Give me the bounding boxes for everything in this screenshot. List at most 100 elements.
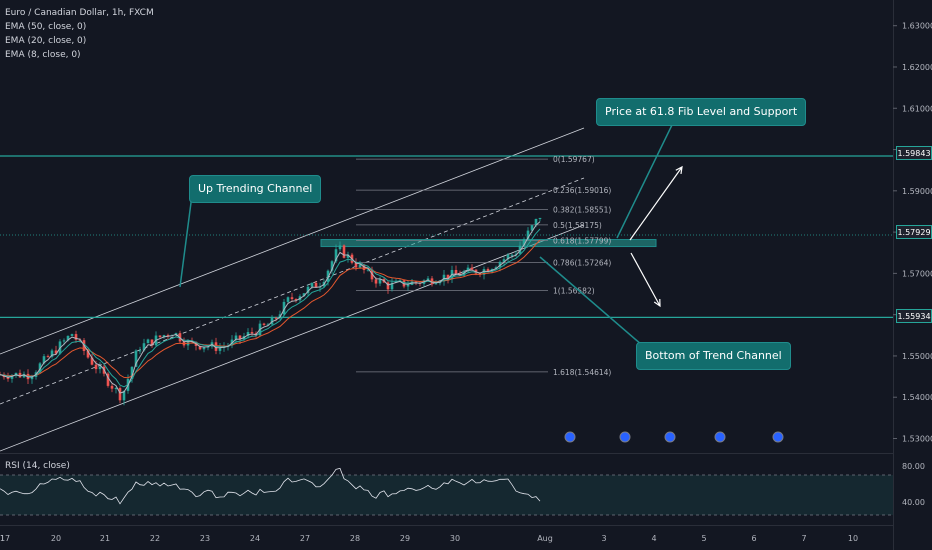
candle-body	[94, 364, 98, 370]
callout-up-trending-channel[interactable]: Up Trending Channel	[189, 175, 322, 203]
x-tick-label: 29	[400, 534, 410, 543]
rsi-band	[0, 475, 893, 515]
candle-body	[250, 332, 254, 334]
callout-channel-pointer	[179, 194, 193, 288]
candle-body	[426, 278, 430, 281]
candle-body	[6, 377, 10, 379]
fib-level-label: 0.382(1.58551)	[553, 205, 611, 214]
candle-body	[386, 282, 390, 290]
candle-body	[366, 269, 370, 271]
candle-body	[294, 299, 298, 301]
candle-body	[506, 254, 510, 260]
callout-fib-support[interactable]: Price at 61.8 Fib Level and Support	[596, 98, 807, 126]
candle-body	[62, 340, 66, 342]
candle-body	[114, 388, 118, 390]
x-tick-label: 5	[701, 534, 706, 543]
candle-body	[282, 301, 286, 315]
fib-level-label: 0.236(1.59016)	[553, 186, 611, 195]
candle-body	[38, 363, 42, 373]
fib-level-label: 1.618(1.54614)	[553, 368, 611, 377]
candle-body	[454, 269, 458, 274]
candle-body	[134, 350, 138, 367]
x-tick-label: 3	[601, 534, 606, 543]
candle-body	[394, 281, 398, 283]
candle-body	[202, 347, 206, 350]
candle-body	[514, 253, 518, 255]
candle-body	[342, 245, 346, 258]
y-tick-label: 1.59000	[902, 187, 932, 196]
candle-body	[378, 279, 382, 284]
candle-body	[74, 334, 78, 340]
candle-body	[142, 343, 146, 351]
candle-body	[346, 254, 350, 258]
ema8-line	[0, 221, 541, 394]
fib-level-label: 0(1.59767)	[553, 155, 595, 164]
candle-body	[30, 376, 34, 380]
callout-bottom-channel[interactable]: Bottom of Trend Channel	[636, 342, 791, 370]
event-icon	[772, 431, 784, 443]
x-tick-label: 11	[0, 534, 5, 543]
x-tick-label: 7	[801, 534, 806, 543]
x-tick-label: 23	[200, 534, 210, 543]
y-tick-label: 1.63000	[902, 22, 932, 31]
candle-body	[54, 350, 58, 354]
candle-body	[146, 339, 150, 344]
indicator-legend: Euro / Canadian Dollar, 1h, FXCM EMA (50…	[5, 6, 154, 62]
candle-body	[42, 356, 46, 364]
ema50-label[interactable]: EMA (50, close, 0)	[5, 22, 87, 32]
candle-body	[314, 282, 318, 288]
candle-body	[310, 282, 314, 287]
x-tick-label: 22	[150, 534, 160, 543]
candle-body	[158, 335, 162, 338]
price-tag-current: 1.57929	[896, 225, 932, 239]
candle-body	[118, 388, 122, 401]
symbol-title[interactable]: Euro / Canadian Dollar, 1h, FXCM	[5, 8, 154, 18]
x-tick-label: 17	[0, 534, 10, 543]
candle-body	[122, 390, 126, 401]
candle-body	[286, 297, 290, 302]
candle-body	[486, 269, 490, 272]
x-tick-label: 10	[848, 534, 858, 543]
ema8-label[interactable]: EMA (8, close, 0)	[5, 50, 81, 60]
candle-body	[470, 267, 474, 270]
y-tick-label: 1.53000	[902, 435, 932, 444]
ema20-label[interactable]: EMA (20, close, 0)	[5, 36, 87, 46]
callout-bottom-pointer	[539, 256, 643, 346]
candle-body	[10, 375, 14, 379]
candle-body	[538, 217, 542, 219]
candle-body	[522, 239, 526, 246]
fib-level-label: 0.786(1.57264)	[553, 258, 611, 267]
candle-body	[510, 254, 514, 256]
candle-body	[166, 335, 170, 337]
candle-body	[66, 335, 70, 341]
rsi-label[interactable]: RSI (14, close)	[5, 461, 70, 471]
candle-body	[46, 356, 50, 358]
y-tick-label: 1.55000	[902, 352, 932, 361]
y-tick-label: 1.54000	[902, 393, 932, 402]
x-tick-label: 20	[51, 534, 61, 543]
fib-level-label: 0.618(1.57799)	[553, 236, 611, 245]
candle-body	[326, 270, 330, 282]
ema20-line	[0, 228, 541, 388]
event-icon	[619, 431, 631, 443]
candle-body	[358, 264, 362, 268]
projection-arrow-up-head	[675, 165, 683, 175]
candle-body	[434, 283, 438, 285]
candle-body	[338, 245, 342, 250]
candle-body	[270, 317, 274, 325]
candle-body	[130, 366, 134, 379]
fib-level-label: 1(1.56582)	[553, 287, 595, 296]
candle-body	[90, 357, 94, 365]
event-icon	[714, 431, 726, 443]
candle-body	[302, 293, 306, 297]
x-tick-label: 27	[300, 534, 310, 543]
candle-body	[390, 282, 394, 290]
price-tag-upper: 1.59843	[896, 146, 932, 160]
fib-level-label: 0.5(1.58175)	[553, 221, 602, 230]
projection-arrow-down	[630, 252, 661, 307]
candle-body	[498, 261, 502, 268]
candle-body	[50, 350, 54, 357]
